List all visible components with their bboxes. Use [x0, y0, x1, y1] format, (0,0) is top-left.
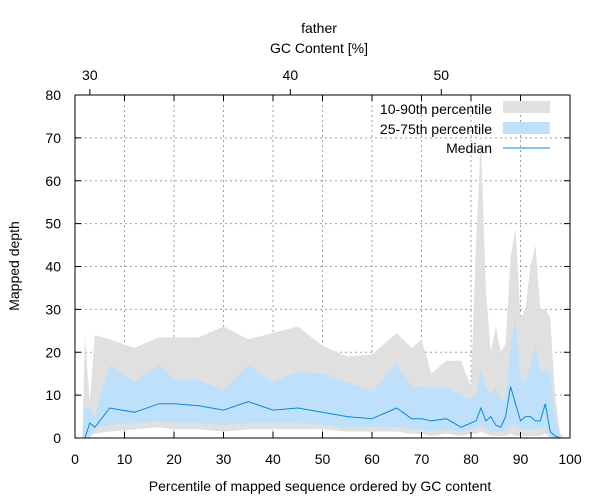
x-tick-label: 90 — [513, 451, 529, 467]
y-tick-label: 50 — [45, 216, 61, 232]
legend-label-median: Median — [446, 140, 492, 156]
legend-label-p10-90: 10-90th percentile — [380, 101, 492, 117]
x-tick-label: 60 — [364, 451, 380, 467]
legend: 10-90th percentile 25-75th percentile Me… — [380, 101, 550, 156]
legend-label-p25-75: 25-75th percentile — [380, 121, 492, 137]
legend-swatch-p10-90 — [503, 101, 550, 113]
x-tick-label: 80 — [463, 451, 479, 467]
axis-ticks: 0 10 20 30 40 50 60 70 80 90 100 0 10 20 30 40 50 60 70 80 3… — [45, 67, 581, 467]
chart-title: father — [301, 20, 337, 36]
y-tick-label: 80 — [45, 87, 61, 103]
y-axis-label: Mapped depth — [6, 221, 22, 311]
x-axis-label: Percentile of mapped sequence ordered by… — [149, 478, 492, 494]
y-tick-label: 40 — [45, 259, 61, 275]
x-tick-label: 0 — [71, 451, 79, 467]
band-25-75-percentile — [82, 317, 571, 438]
top-tick-label: 40 — [283, 67, 299, 83]
y-tick-label: 20 — [45, 344, 61, 360]
band-10-90-percentile — [82, 137, 571, 438]
top-tick-label: 50 — [434, 67, 450, 83]
y-tick-label: 70 — [45, 130, 61, 146]
y-tick-label: 0 — [53, 430, 61, 446]
legend-swatch-p25-75 — [503, 122, 550, 134]
x-tick-label: 20 — [166, 451, 182, 467]
x-tick-label: 100 — [558, 451, 582, 467]
x-tick-label: 40 — [265, 451, 281, 467]
top-tick-label: 30 — [82, 67, 98, 83]
y-tick-label: 60 — [45, 173, 61, 189]
top-axis-label: GC Content [%] — [270, 40, 368, 56]
x-tick-label: 10 — [117, 451, 133, 467]
plot-data — [82, 137, 571, 439]
x-tick-label: 30 — [216, 451, 232, 467]
x-tick-label: 70 — [414, 451, 430, 467]
x-tick-label: 50 — [315, 451, 331, 467]
y-tick-label: 30 — [45, 301, 61, 317]
median-line — [82, 386, 570, 439]
y-tick-label: 10 — [45, 387, 61, 403]
